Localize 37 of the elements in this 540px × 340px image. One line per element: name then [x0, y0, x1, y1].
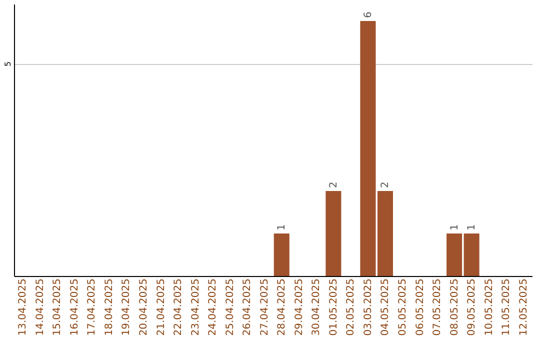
x-tick-label: 17.04.2025 — [86, 278, 98, 336]
x-tick-label: 30.04.2025 — [311, 278, 322, 336]
x-tick-label: 15.04.2025 — [52, 278, 64, 336]
x-tick-label: 23.04.2025 — [190, 278, 202, 336]
x-tick-label: 06.05.2025 — [414, 278, 426, 336]
x-tick-label: 05.05.2025 — [398, 278, 408, 336]
x-tick-label: 03.05.2025 — [362, 278, 374, 336]
x-tick-label: 13.04.2025 — [18, 278, 29, 336]
data-label: 1 — [466, 224, 478, 230]
x-tick-label: 26.04.2025 — [242, 278, 254, 336]
data-label: 2 — [328, 182, 340, 188]
x-tick-label: 01.05.2025 — [328, 278, 340, 336]
x-tick-label: 12.05.2025 — [518, 278, 530, 336]
x-tick-label: 02.05.2025 — [346, 278, 357, 336]
x-tick-label: 10.05.2025 — [484, 278, 495, 336]
x-tick-label: 18.04.2025 — [104, 278, 115, 336]
y-tick-label: 5 — [4, 61, 12, 67]
x-tick-label: 20.04.2025 — [138, 278, 150, 336]
x-tick-label: 28.04.2025 — [276, 278, 288, 336]
x-tick-label: 22.04.2025 — [173, 278, 184, 336]
data-label: 1 — [449, 224, 460, 230]
data-label: 6 — [362, 12, 374, 18]
x-tick-label: 14.04.2025 — [34, 278, 46, 336]
x-tick-label: 16.04.2025 — [69, 278, 80, 336]
x-tick-label: 24.04.2025 — [208, 278, 219, 336]
x-tick-label: 29.04.2025 — [294, 278, 305, 336]
x-tick-label: 21.04.2025 — [156, 278, 167, 336]
x-tick-label: 04.05.2025 — [380, 278, 392, 336]
data-label: 2 — [380, 182, 392, 188]
x-tick-label: 07.05.2025 — [432, 278, 444, 336]
x-tick-label: 08.05.2025 — [449, 278, 460, 336]
x-tick-label: 19.04.2025 — [121, 278, 132, 336]
x-tick-label: 27.04.2025 — [259, 278, 270, 336]
x-tick-label: 11.05.2025 — [501, 278, 512, 336]
x-tick-label: 09.05.2025 — [466, 278, 478, 336]
x-tick-label: 25.04.2025 — [224, 278, 236, 336]
data-label: 1 — [276, 224, 288, 230]
